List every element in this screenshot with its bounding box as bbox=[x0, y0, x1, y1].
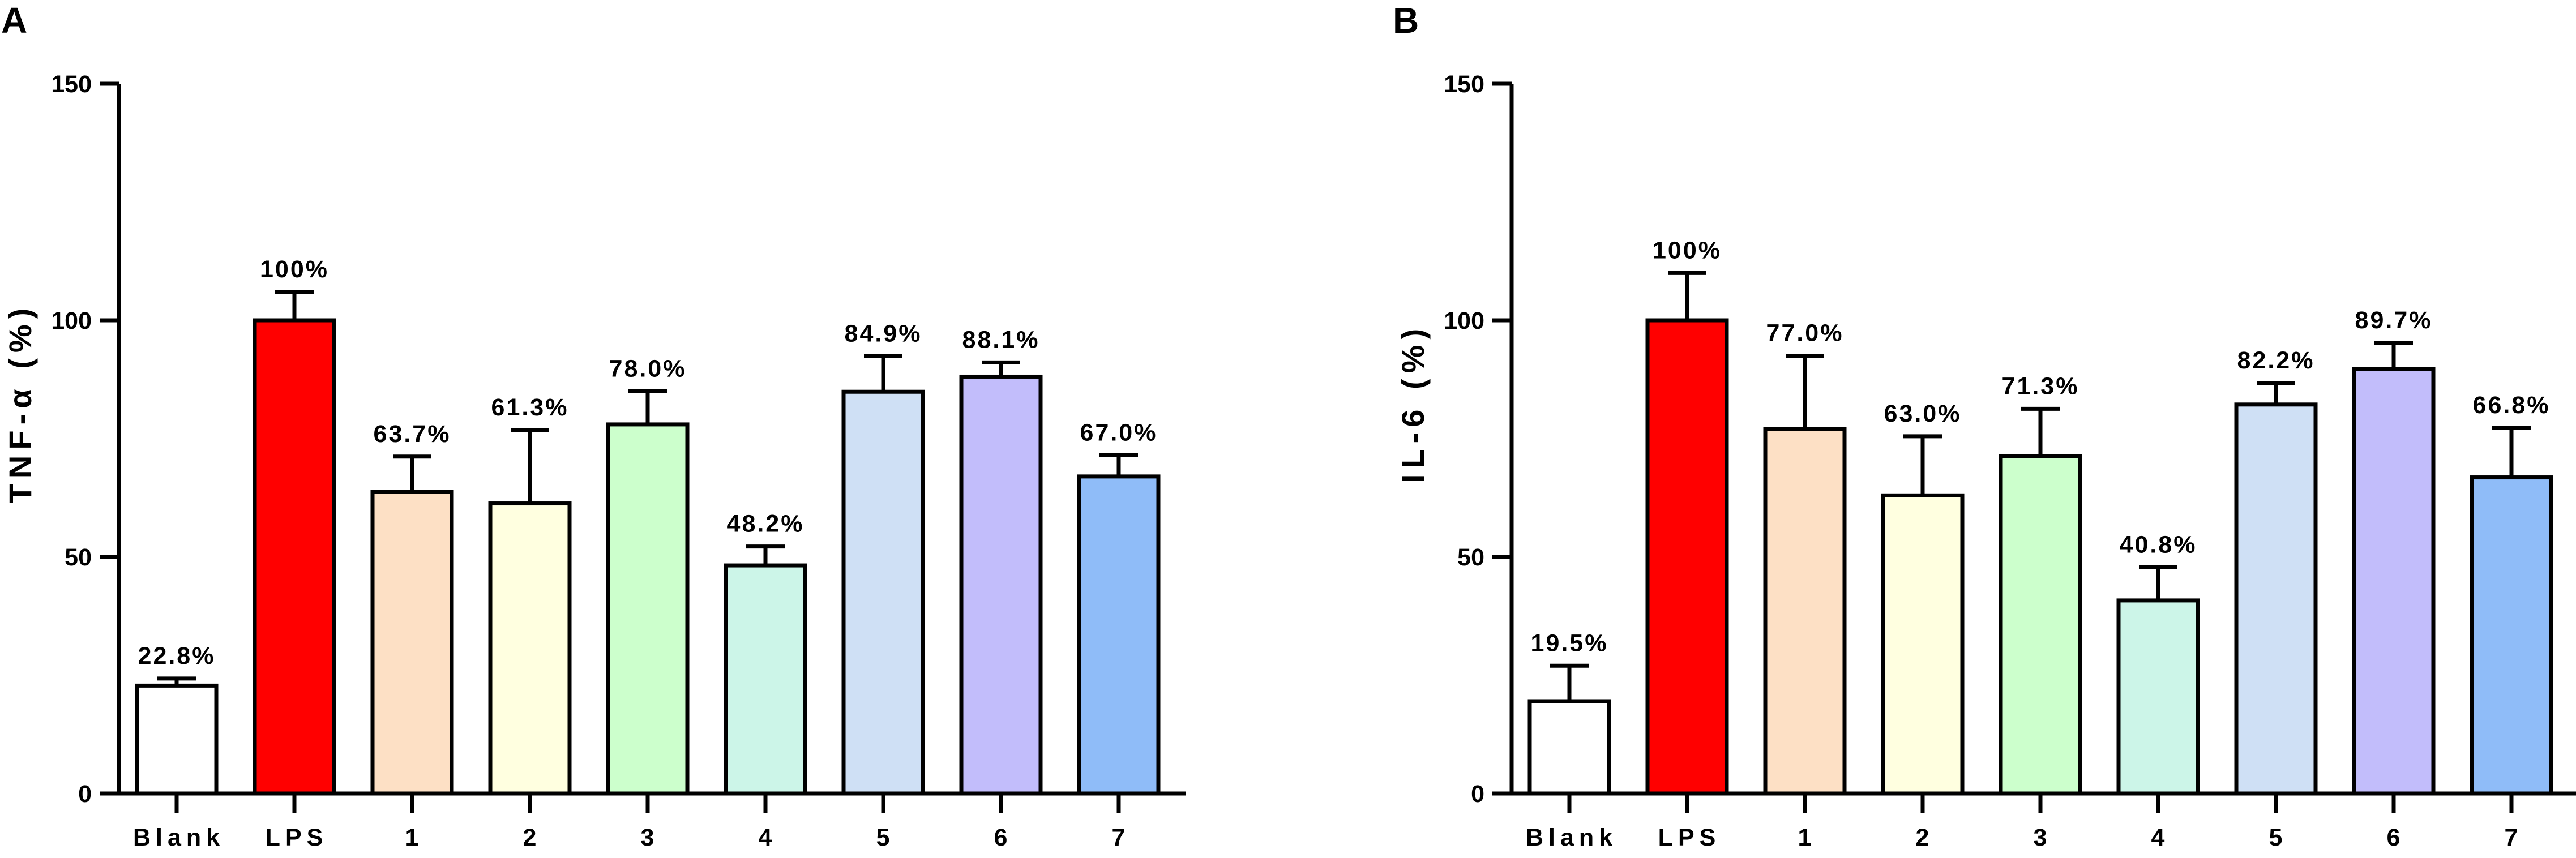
y-tick-label: 0 bbox=[1471, 780, 1484, 808]
data-label: 77.0% bbox=[1766, 320, 1844, 347]
y-tick-label: 100 bbox=[51, 307, 92, 334]
bar-blank bbox=[1527, 699, 1611, 796]
x-tick-label: 1 bbox=[1798, 824, 1817, 851]
panel-a-y-axis-title: TNF-α (%) bbox=[2, 303, 38, 504]
data-label: 40.8% bbox=[2120, 531, 2197, 558]
bar-compound-4 bbox=[2116, 598, 2200, 796]
bar-compound-4 bbox=[724, 563, 807, 796]
data-label: 82.2% bbox=[2237, 347, 2315, 374]
bar-blank bbox=[135, 683, 219, 796]
bar-lps bbox=[253, 318, 336, 796]
bar-compound-5 bbox=[841, 389, 925, 796]
bar-compound-5 bbox=[2234, 402, 2318, 796]
x-tick-label: 6 bbox=[2387, 824, 2406, 851]
panel-b-y-axis-title: IL-6 (%) bbox=[1395, 323, 1431, 483]
x-tick-label: 4 bbox=[759, 824, 777, 851]
data-label: 63.0% bbox=[1884, 400, 1962, 427]
x-tick-label: 2 bbox=[1916, 824, 1935, 851]
x-tick-label: 6 bbox=[994, 824, 1013, 851]
bar-compound-7 bbox=[1077, 474, 1161, 796]
panel-a-chart: 05010015022.8%Blank100%LPS63.7%161.3%278… bbox=[51, 71, 1186, 851]
x-tick-label: 1 bbox=[405, 824, 424, 851]
data-label: 89.7% bbox=[2355, 307, 2433, 334]
data-label: 61.3% bbox=[491, 394, 569, 421]
panel-b-chart: 0 50 100 150 19.5% Blank 100% LPS 77.0% 1 63.0% 2 71… bbox=[1444, 71, 2576, 851]
data-label: 67.0% bbox=[1080, 419, 1158, 446]
bar-compound-6 bbox=[2352, 367, 2436, 796]
x-tick-label: LPS bbox=[1658, 824, 1721, 851]
data-label: 78.0% bbox=[609, 355, 687, 382]
bar-compound-1 bbox=[370, 490, 454, 796]
data-label: 63.7% bbox=[374, 421, 451, 448]
x-tick-label: 7 bbox=[2505, 824, 2523, 851]
data-label: 66.8% bbox=[2473, 392, 2551, 419]
x-tick-label: 2 bbox=[523, 824, 542, 851]
x-tick-label: 4 bbox=[2151, 824, 2170, 851]
data-label: 22.8% bbox=[138, 642, 216, 670]
bar-compound-7 bbox=[2470, 475, 2553, 796]
data-label: 71.3% bbox=[2002, 372, 2079, 400]
data-label: 100% bbox=[1653, 237, 1722, 264]
bar-compound-2 bbox=[1881, 493, 1965, 796]
x-tick-label: 7 bbox=[1112, 824, 1131, 851]
bar-compound-3 bbox=[1999, 454, 2082, 796]
bar-compound-3 bbox=[606, 422, 690, 796]
x-tick-label: Blank bbox=[1526, 824, 1618, 851]
data-label: 100% bbox=[260, 256, 329, 283]
data-label: 88.1% bbox=[962, 326, 1040, 353]
bar-compound-1 bbox=[1763, 427, 1847, 796]
y-tick-label: 0 bbox=[78, 780, 92, 808]
y-tick-label: 50 bbox=[1457, 544, 1484, 571]
x-tick-label: LPS bbox=[266, 824, 328, 851]
x-tick-label: 3 bbox=[2034, 824, 2052, 851]
bar-compound-2 bbox=[488, 501, 572, 796]
x-tick-label: 3 bbox=[641, 824, 660, 851]
bar-lps bbox=[1645, 318, 1729, 796]
y-tick-label: 150 bbox=[1444, 71, 1484, 98]
x-tick-label: 5 bbox=[2269, 824, 2288, 851]
y-tick-label: 100 bbox=[1444, 307, 1484, 334]
x-tick-label: Blank bbox=[133, 824, 225, 851]
panel-a-letter: A bbox=[1, 0, 27, 41]
data-label: 19.5% bbox=[1531, 629, 1608, 657]
data-label: 48.2% bbox=[727, 510, 805, 538]
y-tick-label: 50 bbox=[65, 544, 92, 571]
bar-compound-6 bbox=[959, 374, 1043, 796]
y-tick-label: 150 bbox=[51, 71, 92, 98]
data-label: 84.9% bbox=[845, 320, 922, 348]
panel-b-letter: B bbox=[1393, 0, 1419, 41]
x-tick-label: 5 bbox=[876, 824, 895, 851]
